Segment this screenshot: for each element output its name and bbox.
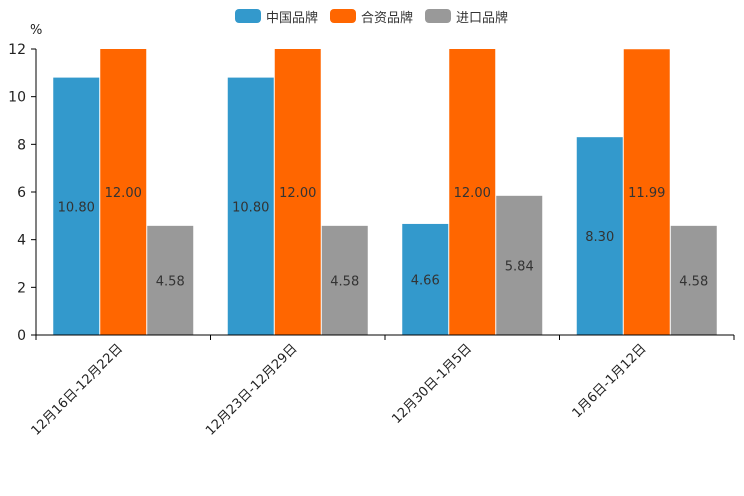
x-category-label: 12月16日-12月22日 (29, 341, 126, 438)
legend-swatch-joint-venture-brand (330, 9, 356, 23)
plot-area: 0 2 4 6 8 10 12 10.80 12.00 4.58 10.80 12.00 4.58 4.6… (8, 42, 735, 439)
y-tick-label: 8 (17, 137, 26, 153)
data-label: 10.80 (58, 200, 95, 215)
data-label: 4.66 (411, 273, 440, 288)
y-tick-label: 10 (8, 90, 26, 106)
data-label: 12.00 (454, 186, 491, 201)
bar (402, 223, 449, 335)
bar (496, 195, 543, 335)
x-category-label: 12月23日-12月29日 (203, 341, 300, 438)
y-tick-label: 0 (17, 328, 26, 344)
bar (53, 77, 100, 335)
data-label: 11.99 (628, 186, 665, 201)
legend-label-import-brand: 进口品牌 (456, 10, 509, 26)
bar (623, 49, 670, 335)
legend-item-import-brand[interactable]: 进口品牌 (425, 6, 508, 26)
data-label: 4.58 (679, 274, 708, 289)
data-label: 10.80 (232, 200, 269, 215)
bar (576, 137, 623, 335)
data-label: 12.00 (105, 186, 142, 201)
y-axis-unit-label: % (30, 23, 42, 38)
data-label: 8.30 (585, 230, 614, 245)
bar (449, 49, 496, 335)
legend-label-china-brand: 中国品牌 (266, 10, 319, 26)
data-label: 12.00 (279, 186, 316, 201)
legend-item-china-brand[interactable]: 中国品牌 (235, 6, 318, 26)
y-tick-label: 6 (17, 185, 26, 201)
data-label: 4.58 (330, 274, 359, 289)
legend-swatch-import-brand (425, 9, 451, 23)
legend-label-joint-venture-brand: 合资品牌 (361, 10, 414, 26)
bar (274, 49, 321, 335)
y-tick-label: 12 (8, 42, 26, 58)
y-tick-label: 4 (17, 233, 26, 249)
legend-item-joint-venture-brand[interactable]: 合资品牌 (330, 6, 413, 26)
bar (100, 49, 147, 335)
y-tick-label: 2 (17, 280, 26, 296)
legend-swatch-china-brand (235, 9, 261, 23)
bar (147, 225, 194, 335)
x-category-label: 1月6日-1月12日 (570, 341, 650, 421)
data-label: 5.84 (505, 259, 534, 274)
bar (227, 77, 274, 335)
bar (670, 225, 717, 335)
x-category-label: 12月30日-1月5日 (389, 341, 475, 427)
bar (321, 225, 368, 335)
data-label: 4.58 (156, 274, 185, 289)
